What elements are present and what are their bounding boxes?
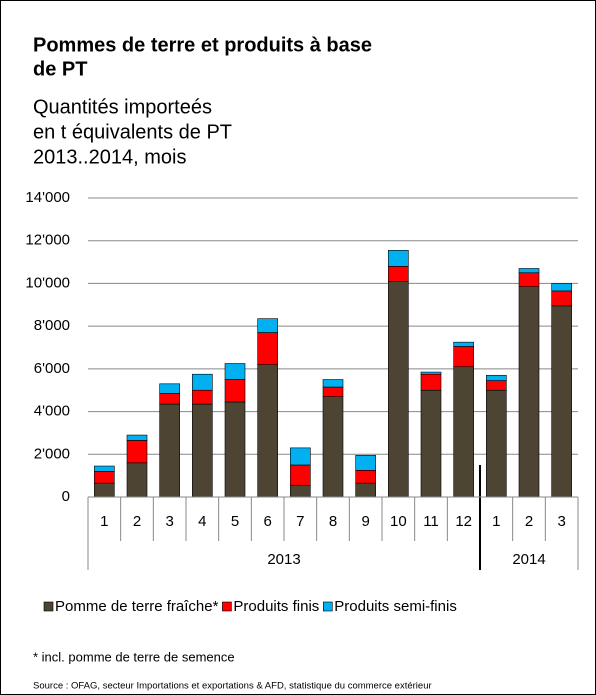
x-group-label: 2014 — [512, 551, 545, 568]
x-tick-label: 11 — [423, 513, 439, 530]
x-tick-label: 9 — [361, 513, 369, 530]
bar-segment — [322, 379, 344, 388]
x-tick-label: 8 — [329, 513, 337, 530]
bar-segment — [420, 371, 442, 375]
chart-subtitle: en t équivalents de PT — [33, 121, 232, 143]
legend-swatch — [222, 601, 232, 612]
bar-segment — [126, 462, 148, 498]
bar-segment — [224, 401, 246, 498]
chart-subtitle: Quantités importeés — [33, 96, 212, 118]
bar-segment — [388, 280, 409, 498]
bar-segment — [486, 374, 507, 381]
x-tick-label: 5 — [231, 513, 239, 530]
bar-segment — [126, 434, 148, 441]
bar-segment — [322, 386, 344, 397]
bar-segment — [322, 396, 344, 498]
x-tick-label: 2 — [133, 513, 141, 530]
bar-segment — [420, 389, 442, 498]
y-tick-label: 14'000 — [25, 189, 70, 206]
bar-segment — [159, 393, 180, 405]
y-tick-label: 4'000 — [34, 403, 70, 420]
bar-segment — [486, 389, 507, 498]
bar-segment — [453, 366, 474, 498]
x-tick-label: 6 — [263, 513, 271, 530]
bar-segment — [355, 482, 376, 498]
bar-segment — [551, 283, 572, 292]
y-tick-label: 10'000 — [25, 274, 70, 291]
y-tick-label: 6'000 — [34, 360, 70, 377]
bar-segment — [355, 455, 376, 471]
bar-segment — [192, 389, 213, 405]
bar-segment — [420, 373, 442, 391]
chart-title: Pommes de terre et produits à base — [33, 34, 372, 56]
chart-subtitle: 2013..2014, mois — [33, 146, 186, 168]
legend-swatch — [322, 601, 333, 612]
bar-segment — [224, 363, 246, 380]
bar-segment — [126, 440, 148, 464]
bar-segment — [388, 266, 409, 282]
bar-segment — [94, 482, 115, 498]
bar-segment — [355, 470, 376, 484]
bar-segment — [518, 272, 540, 287]
x-tick-label: 7 — [296, 513, 304, 530]
bar-segment — [192, 373, 213, 391]
x-tick-label: 4 — [198, 513, 206, 530]
y-tick-label: 12'000 — [25, 232, 70, 249]
bar-segment — [192, 403, 213, 498]
chart-title: de PT — [33, 58, 87, 80]
legend-label: Pomme de terre fraîche* — [55, 598, 219, 615]
x-tick-label: 3 — [165, 513, 173, 530]
bar-segment — [159, 383, 180, 394]
bar-segment — [518, 286, 540, 498]
y-tick-label: 0 — [62, 488, 70, 505]
x-tick-label: 3 — [557, 513, 565, 530]
x-tick-label: 1 — [492, 513, 500, 530]
y-tick-label: 8'000 — [34, 317, 70, 334]
bar-segment — [388, 250, 409, 267]
y-tick-label: 2'000 — [34, 445, 70, 462]
legend-label: Produits semi-finis — [334, 598, 457, 615]
bar-segment — [486, 380, 507, 391]
legend-swatch — [43, 601, 54, 612]
bar-segment — [290, 464, 311, 486]
x-tick-label: 2 — [525, 513, 533, 530]
x-tick-label: 10 — [390, 513, 407, 530]
bar-segment — [290, 484, 311, 498]
bar-segment — [551, 305, 572, 498]
bar-segment — [518, 268, 540, 274]
bar-segment — [257, 364, 278, 498]
footnote: * incl. pomme de terre de semence — [33, 649, 235, 664]
x-tick-label: 1 — [100, 513, 108, 530]
legend-label: Produits finis — [233, 598, 319, 615]
bar-segment — [224, 379, 246, 403]
x-tick-label: 12 — [455, 513, 472, 530]
bar-segment — [453, 346, 474, 368]
bar-segment — [94, 471, 115, 484]
bar-segment — [551, 290, 572, 307]
bar-segment — [94, 465, 115, 472]
bar-segment — [290, 447, 311, 466]
bar-segment — [257, 332, 278, 365]
source: Source : OFAG, secteur Importations et e… — [33, 681, 432, 692]
bar-segment — [257, 318, 278, 333]
x-group-label: 2013 — [267, 551, 300, 568]
bar-segment — [159, 403, 180, 498]
bar-segment — [453, 341, 474, 347]
